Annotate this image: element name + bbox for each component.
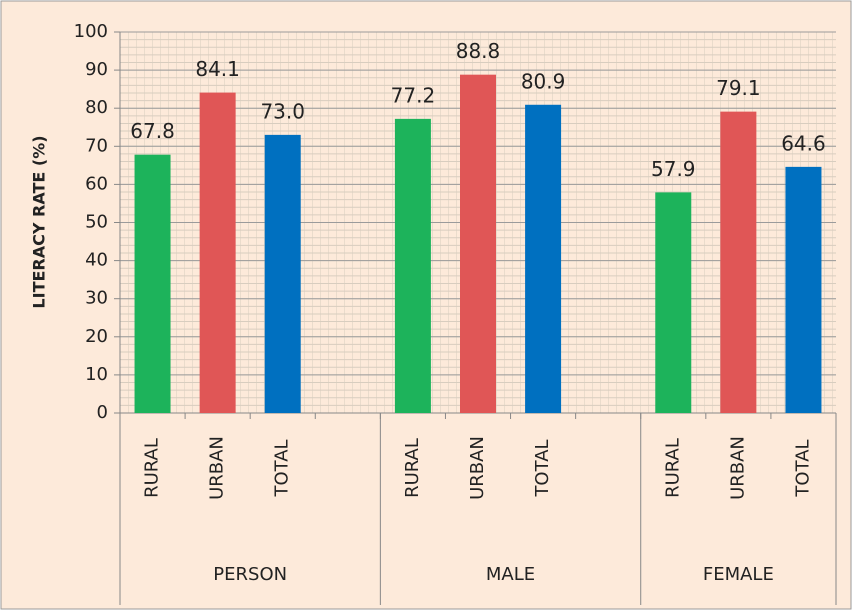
y-tick-label: 0 xyxy=(97,402,108,423)
data-label: 64.6 xyxy=(781,131,826,155)
bar xyxy=(394,118,431,414)
group-label: FEMALE xyxy=(703,564,774,585)
data-label: 84.1 xyxy=(195,57,240,81)
y-tick-label: 70 xyxy=(85,135,108,156)
y-tick-label: 10 xyxy=(85,364,108,385)
x-tick-label: RURAL xyxy=(662,438,683,498)
data-label: 67.8 xyxy=(130,119,175,143)
bar xyxy=(525,104,562,413)
x-tick-label: URBAN xyxy=(727,436,748,500)
x-tick-label: TOTAL xyxy=(792,439,813,497)
data-label: 80.9 xyxy=(521,69,566,93)
bar xyxy=(655,192,692,413)
bar xyxy=(720,111,757,413)
y-tick-label: 100 xyxy=(74,21,108,42)
data-label: 88.8 xyxy=(456,39,501,63)
data-label: 57.9 xyxy=(651,157,696,181)
data-label: 73.0 xyxy=(260,99,305,123)
x-tick-label: RURAL xyxy=(402,438,423,498)
group-label: MALE xyxy=(486,564,535,585)
y-tick-label: 80 xyxy=(85,97,108,118)
bar xyxy=(785,166,822,413)
y-tick-label: 50 xyxy=(85,212,108,233)
y-tick-label: 30 xyxy=(85,288,108,309)
y-tick-label: 60 xyxy=(85,173,108,194)
data-label: 79.1 xyxy=(716,76,761,100)
data-label: 77.2 xyxy=(391,83,436,107)
group-label: PERSON xyxy=(213,564,287,585)
x-tick-label: TOTAL xyxy=(272,439,293,497)
y-tick-label: 40 xyxy=(85,250,108,271)
y-tick-label: 90 xyxy=(85,59,108,80)
bar xyxy=(134,154,171,413)
x-tick-label: URBAN xyxy=(467,436,488,500)
bar xyxy=(264,134,301,413)
y-tick-label: 20 xyxy=(85,326,108,347)
x-tick-label: TOTAL xyxy=(532,439,553,497)
y-axis-label: LITERACY RATE (%) xyxy=(30,135,49,308)
x-tick-label: RURAL xyxy=(142,438,163,498)
x-tick-label: URBAN xyxy=(207,436,228,500)
bar xyxy=(460,74,496,413)
bar xyxy=(199,92,236,413)
